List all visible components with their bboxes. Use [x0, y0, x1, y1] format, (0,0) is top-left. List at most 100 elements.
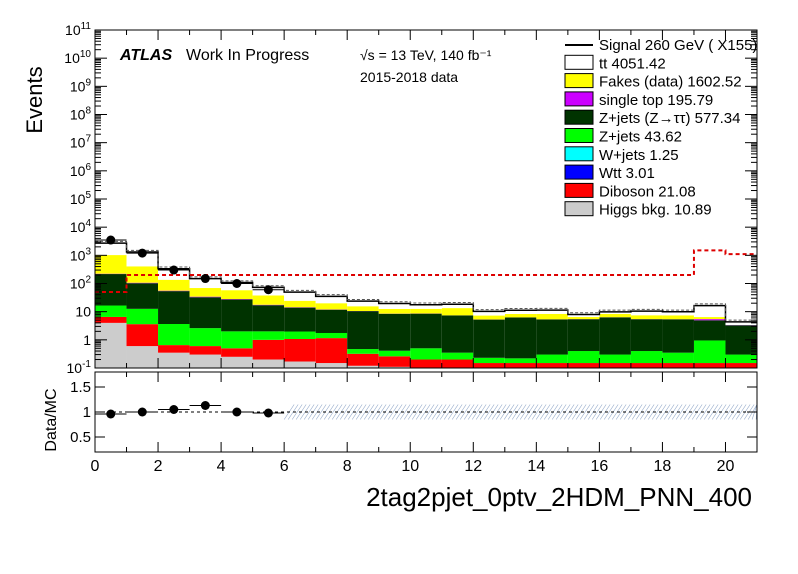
ratio-plot: 0.5 1 1.5 0 2 4 6 8 10 12 14 16 18 20: [70, 371, 758, 475]
ratio-y-axis-label: Data/MC: [43, 388, 60, 451]
bar: [693, 317, 726, 320]
bar: [315, 303, 348, 310]
bar: [473, 319, 505, 358]
bar: [347, 301, 379, 307]
x-tick-label: 4: [217, 458, 226, 475]
series-0: [95, 322, 411, 368]
legend-swatch: [564, 201, 594, 217]
hatch-line: [411, 404, 423, 420]
hatch-line: [399, 404, 411, 420]
y-tick-label: 103: [70, 246, 92, 263]
y-tick-label: 106: [70, 162, 92, 179]
bar: [410, 313, 442, 349]
legend-swatch: [564, 91, 594, 107]
hatch-line: [519, 404, 531, 420]
bar: [252, 359, 285, 368]
energy-label: √s = 13 TeV, 140 fb⁻¹: [360, 47, 492, 63]
bar: [95, 255, 127, 274]
main-plot: 10-1 1 10 102 103 104 105 106 107 108 109 1010 1011: [64, 21, 758, 376]
bar: [630, 351, 663, 364]
x-tick-label: 18: [654, 458, 672, 475]
bar: [95, 243, 127, 256]
bar: [504, 317, 537, 359]
hatch-line: [627, 404, 639, 420]
bar: [662, 363, 694, 368]
hatch-line: [315, 404, 327, 420]
bar: [252, 339, 285, 360]
bar: [599, 311, 631, 314]
bar: [284, 331, 316, 340]
hatch-line: [363, 404, 375, 420]
bar: [630, 311, 663, 316]
bar: [662, 315, 694, 320]
bar: [693, 320, 726, 341]
hatch-line: [303, 404, 315, 420]
bar: [693, 319, 726, 321]
hatch-line: [447, 404, 459, 420]
bar: [284, 339, 316, 362]
ratio-y-tick-label: 0.5: [70, 429, 91, 446]
bar: [504, 358, 537, 364]
x-tick-label: 0: [91, 458, 100, 475]
legend-label: Diboson 21.08: [599, 183, 696, 200]
ratio-point: [263, 408, 273, 418]
ratio-point: [169, 405, 179, 414]
hatch-line: [651, 404, 663, 420]
bar: [315, 332, 348, 339]
bar: [504, 313, 537, 318]
x-tick-label: 14: [527, 458, 545, 475]
bar: [95, 305, 127, 317]
bar: [441, 315, 474, 353]
bar: [567, 363, 600, 368]
legend-label: W+jets 1.25: [599, 147, 679, 164]
series-5: [95, 274, 757, 359]
hatch-line: [567, 404, 579, 420]
bar: [378, 313, 411, 351]
hatch-line: [735, 404, 747, 420]
y-tick-label: 104: [70, 218, 92, 235]
hatch-line: [603, 404, 615, 420]
ratio-y-tick-label: 1.5: [70, 379, 91, 396]
bar: [284, 307, 316, 332]
bar: [536, 354, 568, 364]
x-tick-label: 2: [154, 458, 163, 475]
y-tick-label: 107: [70, 134, 92, 151]
hatch-line: [663, 404, 675, 420]
x-tick-label: 20: [717, 458, 735, 475]
bar: [536, 313, 568, 320]
legend-label: tt 4051.42: [599, 55, 666, 72]
ratio-y-tick-label: 1: [83, 404, 91, 421]
ratio-point: [137, 407, 147, 417]
bar: [473, 315, 505, 320]
legend-swatch: [564, 73, 594, 89]
bar: [252, 331, 285, 340]
bar: [473, 357, 505, 364]
bar: [599, 313, 631, 318]
legend-label: Wtt 3.01: [599, 165, 655, 182]
hatch-line: [387, 404, 399, 420]
bar: [504, 363, 537, 368]
bar: [441, 352, 474, 360]
atlas-label: ATLAS: [119, 47, 172, 64]
bar: [536, 310, 568, 314]
bar: [189, 297, 222, 329]
y-tick-label: 109: [70, 77, 92, 94]
legend-swatch: [564, 164, 594, 180]
bar: [95, 322, 127, 368]
bar: [410, 308, 442, 314]
bar: [284, 292, 316, 301]
bar: [630, 319, 663, 352]
hatch-line: [351, 404, 363, 420]
y-tick-label: 1010: [64, 49, 91, 66]
bar: [158, 352, 190, 368]
series-6: [95, 273, 757, 326]
data-point: [200, 274, 210, 284]
bar: [630, 363, 663, 368]
hatch-line: [555, 404, 567, 420]
data-point: [106, 235, 116, 245]
bar: [662, 311, 694, 316]
y-tick-label: 10-1: [67, 359, 92, 376]
bar: [126, 324, 159, 347]
bar: [284, 300, 316, 308]
bar: [567, 314, 600, 318]
